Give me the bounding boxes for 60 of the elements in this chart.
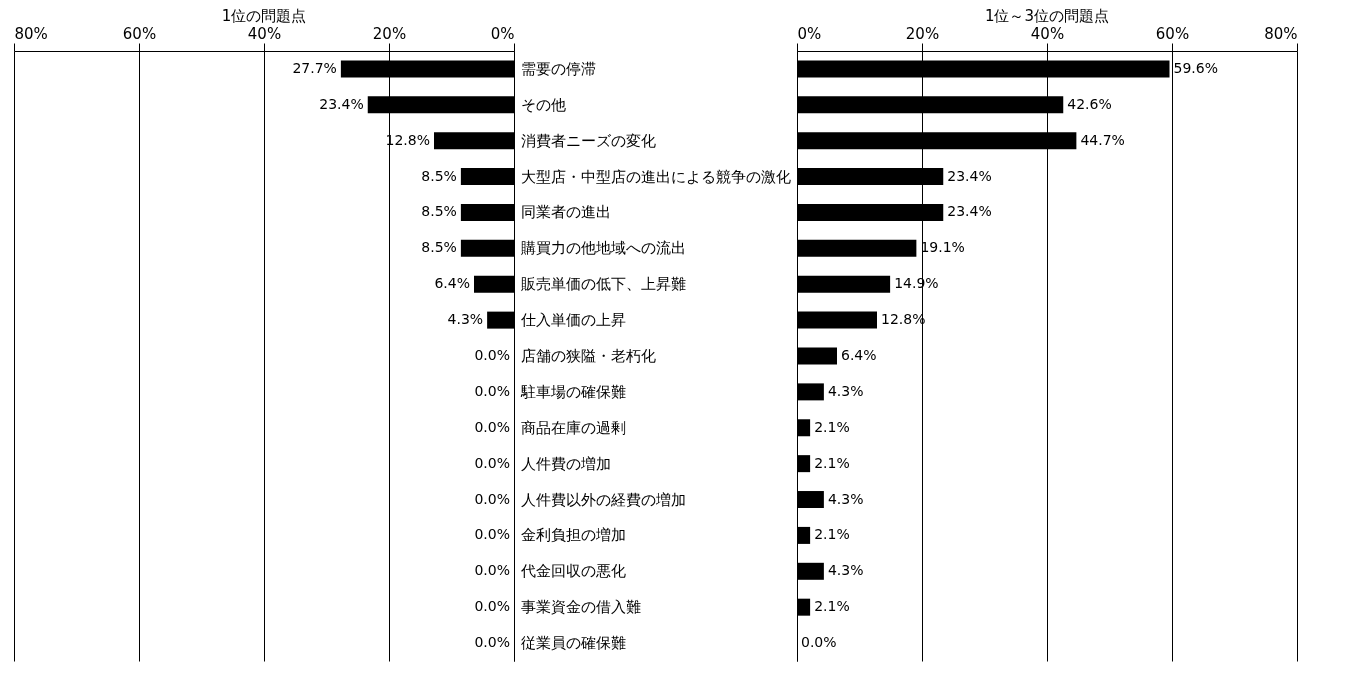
y-tick-label: 消費者ニーズの変化 [520, 131, 656, 150]
data-label: 4.3% [827, 382, 864, 399]
data-label: 4.3% [827, 490, 864, 507]
y-tick-label: 代金回収の悪化 [519, 562, 626, 581]
y-tick-label: 仕入単価の上昇 [519, 311, 626, 330]
data-label: 8.5% [421, 203, 457, 220]
data-label: 0.0% [474, 562, 510, 579]
chart-title: 1位～3位の問題点 [984, 7, 1110, 25]
data-label: 19.1% [920, 239, 965, 256]
y-tick-label: 金利負担の増加 [520, 526, 626, 545]
data-label: 0.0% [474, 418, 510, 435]
data-label: 0.0% [801, 634, 837, 651]
x-tick-label: 80% [1264, 24, 1298, 43]
data-label: 2.1% [814, 418, 850, 435]
x-tick-label: 60% [1155, 24, 1190, 43]
data-label: 4.3% [447, 311, 484, 328]
y-tick-label: その他 [520, 95, 566, 114]
x-tick-label: 20% [905, 24, 940, 43]
data-label: 0.0% [474, 454, 510, 471]
data-label: 4.3% [827, 562, 864, 579]
data-label: 0.0% [474, 526, 510, 543]
data-label: 0.0% [474, 634, 510, 651]
y-tick-label: 人件費以外の経費の増加 [520, 490, 686, 509]
x-tick-label: 80% [14, 24, 48, 43]
y-tick-label: 従業員の確保難 [520, 634, 626, 653]
data-label: 27.7% [292, 59, 337, 76]
data-label: 2.1% [814, 526, 850, 543]
data-label: 23.4% [947, 203, 992, 220]
y-tick-label: 同業者の進出 [520, 203, 611, 222]
y-tick-label: 大型店・中型店の進出による競争の激化 [520, 167, 791, 186]
data-label: 59.6% [1173, 59, 1218, 76]
x-tick-label: 40% [1030, 24, 1065, 43]
x-tick-label: 60% [122, 24, 157, 43]
data-label: 42.6% [1067, 95, 1112, 112]
y-tick-label: 販売単価の低下、上昇難 [520, 275, 686, 294]
data-label: 2.1% [814, 598, 850, 615]
data-label: 0.0% [474, 347, 510, 363]
data-label: 8.5% [421, 239, 457, 256]
chart-title: 1位の問題点 [221, 7, 307, 25]
y-tick-label: 事業資金の借入難 [520, 598, 641, 617]
x-tick-label: 0% [797, 24, 822, 43]
y-tick-label: 需要の停滞 [520, 59, 596, 78]
data-label: 23.4% [947, 167, 992, 184]
data-label: 0.0% [474, 382, 510, 399]
data-label: 8.5% [421, 167, 457, 184]
data-label: 44.7% [1080, 131, 1125, 148]
x-tick-label: 40% [247, 24, 282, 43]
y-tick-label: 駐車場の確保難 [519, 382, 626, 401]
y-tick-label: 商品在庫の過剰 [520, 418, 626, 437]
data-label: 6.4% [434, 275, 470, 292]
x-tick-label: 20% [372, 24, 407, 43]
data-label: 2.1% [814, 454, 850, 471]
data-label: 23.4% [319, 95, 364, 112]
data-label: 0.0% [474, 490, 510, 507]
y-tick-label: 人件費の増加 [520, 454, 611, 473]
y-tick-label: 購買力の他地域への流出 [520, 239, 686, 258]
data-label: 6.4% [841, 347, 877, 363]
data-label: 0.0% [474, 598, 510, 615]
x-tick-label: 0% [490, 24, 515, 43]
y-tick-label: 店舗の狭隘・老朽化 [520, 347, 656, 365]
